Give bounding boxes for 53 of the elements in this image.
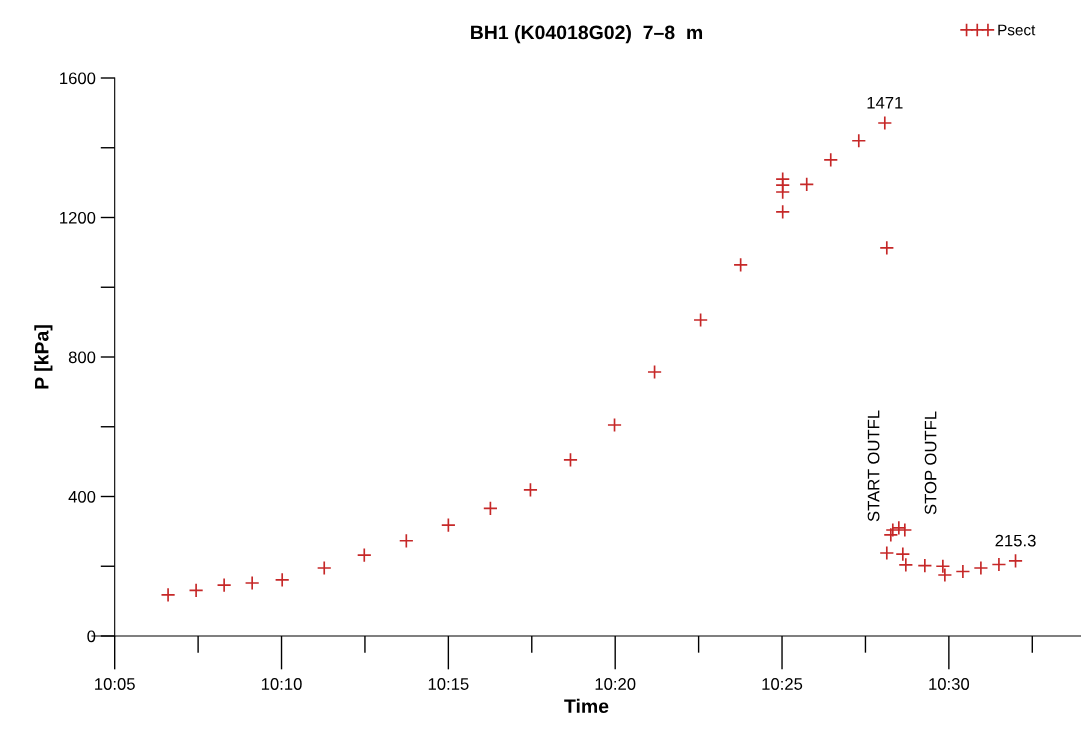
point [244,575,260,591]
point [937,567,953,583]
point [356,547,372,563]
x-axis-title: Time [564,698,609,714]
point [693,312,709,328]
point [523,482,538,498]
point [188,582,204,598]
point [879,240,895,256]
point [897,522,913,538]
legend-label: Psect [998,24,1036,36]
point [274,572,290,588]
data-label: 1471 [867,96,903,109]
point [935,558,951,574]
point [991,557,1007,572]
point [647,364,662,380]
point [877,115,893,131]
point [879,545,895,561]
x-tick-label: 10:25 [762,678,803,690]
point [917,558,933,573]
point [799,176,815,192]
point [973,560,989,576]
point [775,204,791,220]
chart-title: BH1 (K04018G02) 7–8 m [471,25,703,44]
point [316,560,332,576]
x-tick-label: 10:20 [595,678,636,690]
point [823,152,839,168]
y-tick-label: 400 [68,490,96,503]
point [398,533,414,549]
annotation: START OUTFL [867,410,880,522]
point [898,557,914,573]
point [607,417,622,433]
point [216,577,232,593]
x-tick-label: 10:10 [261,678,302,690]
point [440,517,456,533]
point [733,257,749,273]
point [775,184,791,200]
y-axis-title: P [kPa] [34,325,53,389]
x-tick-label: 10:30 [929,678,970,690]
point [160,587,176,603]
point [482,500,498,516]
y-tick-label: 0 [87,630,96,643]
y-tick-label: 1200 [60,211,96,224]
point [851,133,867,149]
x-tick-label: 10:05 [95,678,135,690]
annotation: STOP OUTFL [924,411,937,515]
point [563,452,578,468]
point [1008,553,1023,569]
y-tick-label: 800 [68,351,96,364]
point [895,546,911,562]
data-label: 215.3 [995,534,1036,547]
y-tick-label: 1600 [60,72,96,85]
point [955,564,971,579]
x-tick-label: 10:15 [428,678,469,690]
